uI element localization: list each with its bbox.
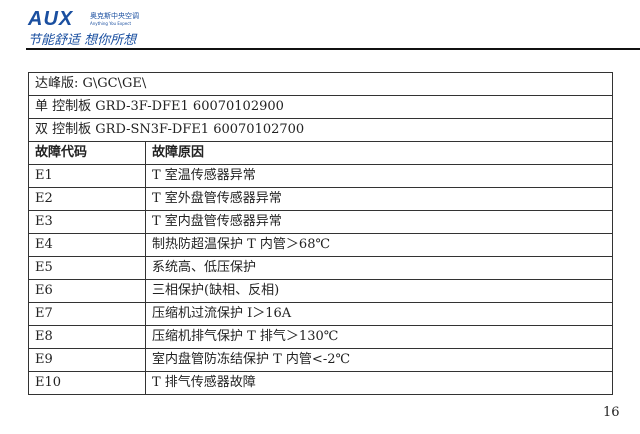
table-row: E6 三相保护(缺相、反相) (28, 279, 613, 303)
fault-code: E1 (28, 164, 146, 188)
table-row: E5 系统高、低压保护 (28, 256, 613, 280)
info-cell: 单 控制板 GRD-3F-DFE1 60070102900 (28, 95, 613, 119)
info-row: 单 控制板 GRD-3F-DFE1 60070102900 (28, 95, 613, 119)
table-row: E8 压缩机排气保护 T 排气＞130℃ (28, 325, 613, 349)
table-row: E9 室内盘管防冻结保护 T 内管<-2℃ (28, 348, 613, 372)
header-code: 故障代码 (28, 141, 146, 165)
page-number: 16 (603, 405, 620, 420)
table-row: E3 T 室内盘管传感器异常 (28, 210, 613, 234)
info-cell: 双 控制板 GRD-SN3F-DFE1 60070102700 (28, 118, 613, 142)
info-row: 双 控制板 GRD-SN3F-DFE1 60070102700 (28, 118, 613, 142)
fault-code: E3 (28, 210, 146, 234)
slogan: 节能舒适 想你所想 (28, 33, 137, 48)
info-cell: 达峰版: G\GC\GE\ (28, 72, 613, 96)
fault-code-table: 达峰版: G\GC\GE\ 单 控制板 GRD-3F-DFE1 600701029… (28, 72, 613, 395)
fault-cause: 制热防超温保护 T 内管＞68℃ (145, 233, 613, 257)
fault-cause: T 室外盘管传感器异常 (145, 187, 613, 211)
fault-cause: 三相保护(缺相、反相) (145, 279, 613, 303)
header-rule (26, 48, 640, 50)
logo-en: Anything You Expect (90, 21, 132, 26)
table-row: E10 T 排气传感器故障 (28, 371, 613, 395)
fault-cause: 室内盘管防冻结保护 T 内管<-2℃ (145, 348, 613, 372)
fault-cause: 压缩机排气保护 T 排气＞130℃ (145, 325, 613, 349)
fault-code: E10 (28, 371, 146, 395)
logo-brand: AUX (28, 8, 74, 30)
fault-code: E4 (28, 233, 146, 257)
table-row: E1 T 室温传感器异常 (28, 164, 613, 188)
fault-cause: 系统高、低压保护 (145, 256, 613, 280)
fault-code: E2 (28, 187, 146, 211)
header-row: 故障代码 故障原因 (28, 141, 613, 165)
fault-code: E5 (28, 256, 146, 280)
table-row: E4 制热防超温保护 T 内管＞68℃ (28, 233, 613, 257)
fault-cause: T 排气传感器故障 (145, 371, 613, 395)
info-row: 达峰版: G\GC\GE\ (28, 72, 613, 96)
fault-code: E8 (28, 325, 146, 349)
table-row: E2 T 室外盘管传感器异常 (28, 187, 613, 211)
fault-code: E9 (28, 348, 146, 372)
table-row: E7 压缩机过流保护 I＞16A (28, 302, 613, 326)
fault-cause: 压缩机过流保护 I＞16A (145, 302, 613, 326)
header-cause: 故障原因 (145, 141, 613, 165)
aux-logo: AUX 奥克斯中央空调 Anything You Expect (28, 8, 139, 31)
fault-cause: T 室温传感器异常 (145, 164, 613, 188)
fault-code: E7 (28, 302, 146, 326)
logo-cn: 奥克斯中央空调 (90, 12, 139, 20)
fault-code: E6 (28, 279, 146, 303)
fault-cause: T 室内盘管传感器异常 (145, 210, 613, 234)
